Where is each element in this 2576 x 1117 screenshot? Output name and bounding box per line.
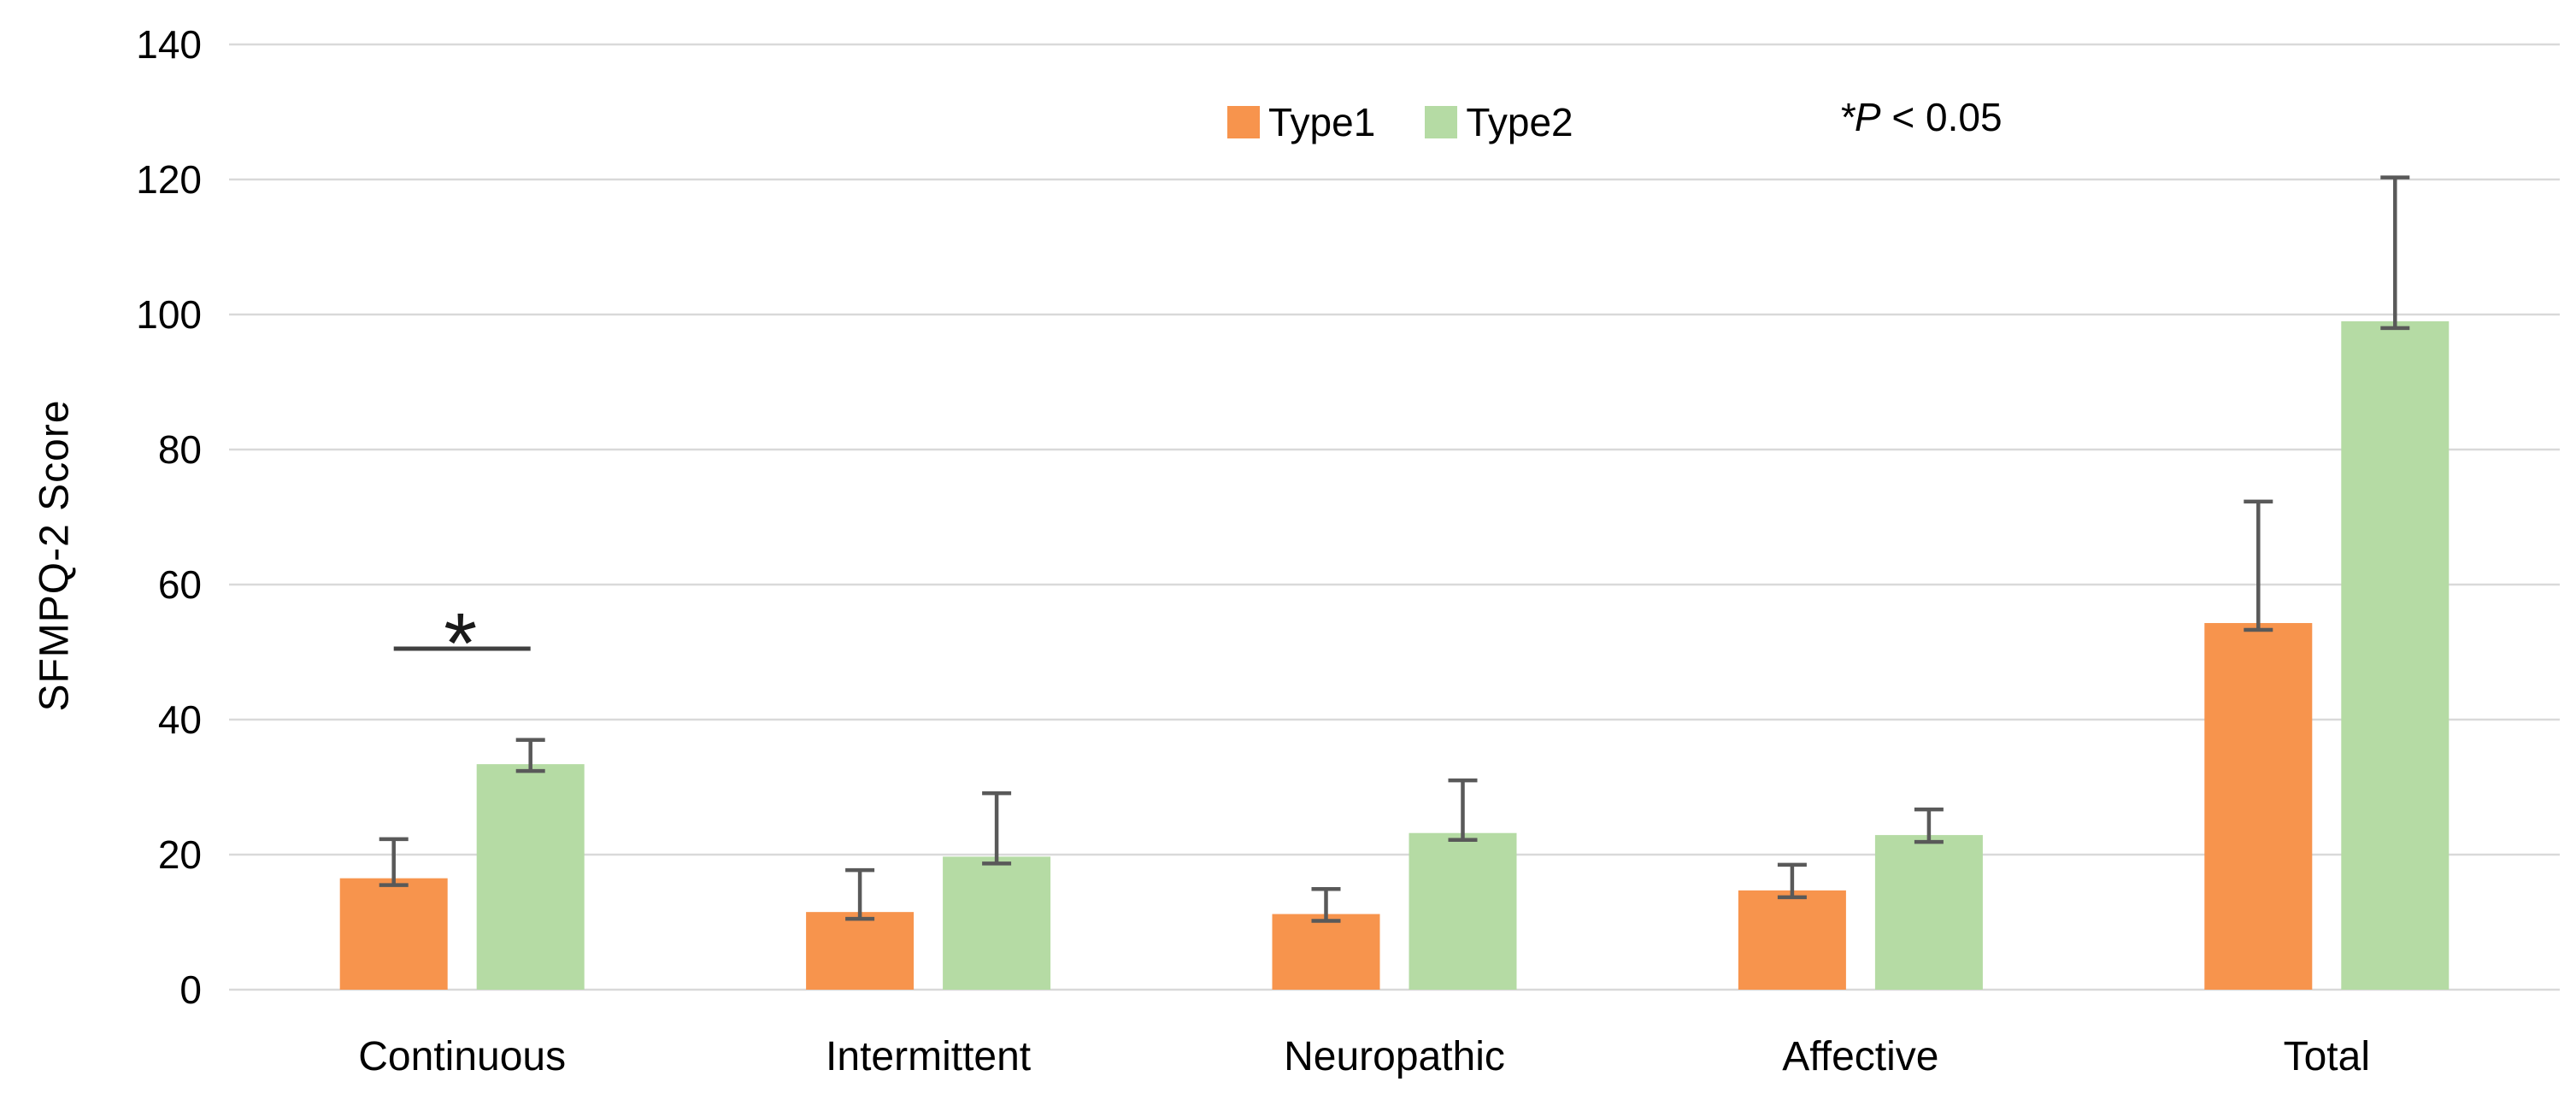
legend-swatch-type1-icon bbox=[1227, 106, 1260, 138]
bar-type1-continuous bbox=[339, 878, 448, 990]
y-tick-label-20: 20 bbox=[158, 832, 202, 877]
legend-label-type1: Type1 bbox=[1268, 100, 1376, 144]
legend-item-type2: Type2 bbox=[1425, 99, 1573, 145]
significance-note-symbol: *P bbox=[1839, 95, 1881, 139]
y-tick-label-140: 140 bbox=[136, 22, 202, 67]
legend-item-type1: Type1 bbox=[1227, 99, 1375, 145]
y-tick-label-40: 40 bbox=[158, 697, 202, 742]
bar-type2-continuous bbox=[476, 764, 585, 990]
bar-type2-intermittent bbox=[943, 856, 1051, 990]
y-tick-label-80: 80 bbox=[158, 427, 202, 472]
bar-type1-total bbox=[2204, 623, 2313, 990]
bar-type2-total bbox=[2341, 320, 2450, 990]
bar-type1-affective bbox=[1738, 890, 1846, 990]
bar-type2-neuropathic bbox=[1409, 832, 1517, 990]
x-label-neuropathic: Neuropathic bbox=[1284, 1034, 1505, 1079]
bar-type1-intermittent bbox=[806, 912, 915, 990]
bar-type2-affective bbox=[1874, 835, 1983, 990]
y-tick-label-0: 0 bbox=[179, 967, 202, 1012]
significance-star: * bbox=[444, 596, 477, 691]
significance-note: *P < 0.05 bbox=[1839, 94, 2003, 140]
y-tick-label-60: 60 bbox=[158, 562, 202, 607]
bar-type1-neuropathic bbox=[1272, 914, 1380, 990]
legend-swatch-type2-icon bbox=[1425, 106, 1458, 138]
significance-note-threshold: < 0.05 bbox=[1880, 95, 2003, 139]
legend-label-type2: Type2 bbox=[1466, 100, 1573, 144]
legend: Type1 Type2 bbox=[1227, 99, 1573, 145]
x-label-intermittent: Intermittent bbox=[826, 1034, 1031, 1079]
y-axis-title: SFMPQ-2 Score bbox=[32, 399, 78, 712]
x-label-affective: Affective bbox=[1782, 1034, 1938, 1079]
x-label-total: Total bbox=[2284, 1034, 2370, 1079]
x-label-continuous: Continuous bbox=[358, 1034, 566, 1079]
y-tick-label-100: 100 bbox=[136, 292, 202, 337]
y-tick-label-120: 120 bbox=[136, 157, 202, 202]
